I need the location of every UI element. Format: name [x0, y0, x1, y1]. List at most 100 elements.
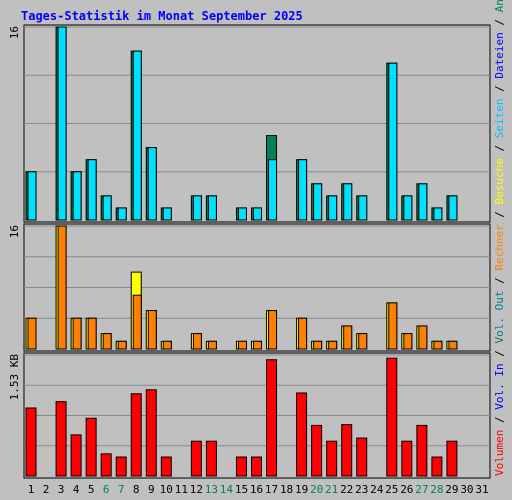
- bar-dateien-day-6: [102, 195, 112, 221]
- legend-text: Volumen / Vol. In / Vol. Out / Rechner /…: [493, 0, 506, 476]
- bar-rechner-day-19: [298, 317, 308, 350]
- x-tick-label: 18: [280, 483, 293, 496]
- x-tick-label: 24: [370, 483, 384, 496]
- bar-volumen-day-28: [431, 456, 443, 477]
- bar-dateien-day-1: [27, 171, 37, 221]
- bar-rechner-day-23: [358, 333, 368, 350]
- bar-volumen-day-25: [386, 357, 398, 477]
- legend-item-volumen: Volumen: [493, 430, 506, 476]
- x-tick-label: 4: [73, 483, 80, 496]
- bar-rechner-day-4: [72, 317, 82, 350]
- bar-dateien-day-15: [237, 207, 247, 221]
- x-tick-label: 9: [148, 483, 155, 496]
- x-tick-label: 6: [103, 483, 110, 496]
- x-tick-label: 2: [43, 483, 50, 496]
- bar-rechner-day-22: [343, 325, 353, 350]
- legend-item-vol-out: Vol. Out: [493, 291, 506, 344]
- bar-volumen-day-20: [311, 424, 323, 477]
- bar-dateien-day-10: [162, 207, 172, 221]
- legend-separator: /: [493, 79, 506, 99]
- x-tick-label: 12: [190, 483, 203, 496]
- x-tick-label: 25: [385, 483, 398, 496]
- x-tick-label: 20: [310, 483, 323, 496]
- x-tick-label: 23: [355, 483, 368, 496]
- x-tick-label: 3: [58, 483, 65, 496]
- bar-rechner-day-16: [253, 340, 262, 350]
- chart-title: Tages-Statistik im Monat September 2025: [21, 9, 303, 23]
- bar-dateien-day-29: [448, 195, 458, 221]
- bar-dateien-day-28: [433, 207, 443, 221]
- bar-dateien-day-21: [328, 195, 338, 221]
- y-max-label: 16: [8, 225, 21, 238]
- bar-volumen-day-3: [55, 401, 67, 477]
- bar-volumen-day-29: [446, 440, 458, 477]
- bar-rechner-day-7: [117, 340, 127, 350]
- x-tick-label: 5: [88, 483, 95, 496]
- x-tick-label: 29: [445, 483, 458, 496]
- bar-dateien-day-9: [147, 147, 157, 221]
- x-tick-label: 31: [475, 483, 488, 496]
- bar-volumen-day-4: [70, 434, 82, 477]
- bar-rechner-day-28: [433, 340, 443, 350]
- bar-volumen-day-17: [266, 359, 278, 477]
- chart-panels: 16 16 1.53 KB: [8, 24, 491, 479]
- legend-separator: /: [493, 410, 506, 430]
- bar-rechner-day-17: [268, 310, 278, 350]
- bar-rechner-day-5: [87, 317, 97, 350]
- bar-rechner-day-29: [448, 340, 458, 350]
- x-axis-day-labels: 1 2 3 4 5 6 7 8 9 10 11 12 13 14 15 16 17 18 19 20 21 22 23 24 2…: [28, 483, 489, 496]
- bar-dateien-day-7: [117, 207, 127, 221]
- bar-rechner-day-6: [102, 333, 112, 350]
- bar-rechner-day-27: [418, 325, 428, 350]
- bar-volumen-day-21: [326, 440, 338, 477]
- bar-volumen-day-19: [296, 392, 308, 477]
- x-tick-label: 16: [250, 483, 263, 496]
- x-tick-label: 10: [160, 483, 173, 496]
- bar-dateien-day-17: [268, 159, 278, 221]
- bar-volumen-day-12: [190, 440, 202, 477]
- bar-volumen-day-6: [100, 453, 112, 477]
- legend-separator: /: [493, 271, 506, 291]
- bar-volumen-day-16: [251, 456, 262, 477]
- bar-dateien-day-4: [72, 171, 82, 221]
- bar-volumen-day-26: [401, 440, 413, 477]
- bar-rechner-day-26: [403, 333, 413, 350]
- bar-rechner-day-21: [328, 340, 338, 350]
- x-tick-label: 15: [235, 483, 248, 496]
- legend-item-rechner: Rechner: [493, 224, 506, 271]
- bar-dateien-day-13: [207, 195, 217, 221]
- panel-requests: 16: [8, 24, 491, 223]
- bar-dateien-day-20: [313, 183, 323, 221]
- x-tick-label: 7: [118, 483, 125, 496]
- bar-dateien-day-8: [132, 50, 142, 221]
- legend-separator: /: [493, 12, 506, 32]
- bar-rechner-day-9: [147, 310, 157, 350]
- bar-rechner-day-25: [388, 302, 398, 350]
- x-tick-label: 22: [340, 483, 353, 496]
- bar-volumen-day-7: [115, 456, 127, 477]
- x-tick-label: 1: [28, 483, 35, 496]
- bar-dateien-day-19: [298, 159, 308, 221]
- legend-separator: /: [493, 344, 506, 364]
- bar-volumen-day-13: [205, 440, 217, 477]
- bar-volumen-day-9: [145, 389, 157, 477]
- bar-dateien-day-25: [388, 62, 398, 221]
- panel-volume: 1.53 KB: [8, 352, 491, 479]
- x-tick-label: 8: [133, 483, 140, 496]
- x-tick-label: 26: [400, 483, 413, 496]
- bar-dateien-day-26: [403, 195, 413, 221]
- bar-rechner-day-3: [57, 225, 67, 350]
- legend-separator: /: [493, 138, 506, 158]
- bar-rechner-day-1: [27, 317, 37, 350]
- x-tick-label: 21: [325, 483, 338, 496]
- bar-dateien-day-16: [253, 207, 262, 221]
- bar-volumen-day-23: [356, 437, 368, 477]
- x-tick-label: 30: [460, 483, 473, 496]
- bar-rechner-day-10: [162, 340, 172, 350]
- bar-volumen-day-22: [341, 424, 353, 477]
- bar-volumen-day-1: [25, 407, 37, 477]
- legend-item-dateien: Dateien: [493, 32, 506, 78]
- x-tick-label: 17: [265, 483, 278, 496]
